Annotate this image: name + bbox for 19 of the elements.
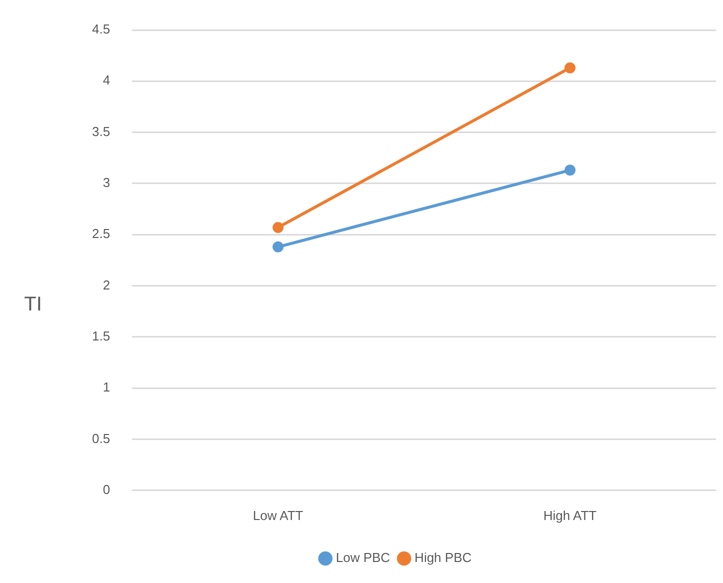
legend-label: Low PBC (336, 550, 390, 566)
y-tick-label: 1 (102, 380, 110, 395)
y-tick-label: 2 (102, 277, 110, 292)
point (564, 62, 576, 74)
y-tick-label: 3.5 (92, 124, 110, 139)
x-tick-label: Low ATT (252, 508, 304, 523)
y-tick-label: 0 (102, 482, 110, 497)
y-tick-label: 4 (102, 72, 110, 88)
y-tick-label: 1.5 (92, 328, 110, 344)
y-tick-label: 4.5 (92, 22, 110, 37)
y-tick-label: 3 (102, 175, 110, 190)
legend-label: High PBC (414, 550, 472, 566)
point (272, 222, 284, 233)
x-tick-label: High ATT (543, 508, 597, 523)
point (272, 241, 284, 252)
point (564, 164, 576, 176)
y-tick-label: 2.5 (92, 226, 110, 242)
y-axis-title: TI (24, 294, 42, 316)
y-tick-label: 0.5 (92, 430, 110, 446)
